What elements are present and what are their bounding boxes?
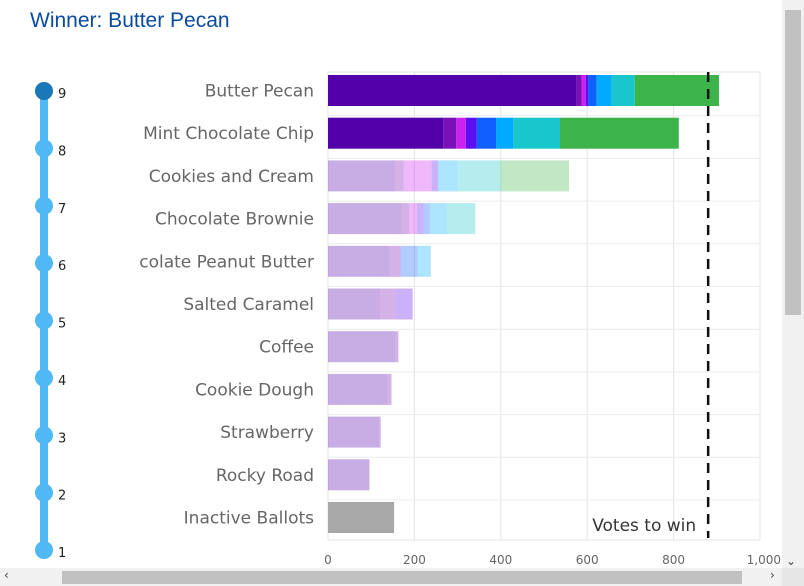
bar-segment [456,117,466,149]
bar-segment [328,117,444,149]
slider-step-label: 5 [58,317,66,332]
category-label: Strawberry [220,423,314,443]
scroll-down-arrow-icon[interactable]: ⌄ [786,554,797,568]
category-label: Inactive Ballots [184,509,314,529]
bars [328,75,719,533]
bar-segment [394,331,399,363]
category-label: Mint Chocolate Chip [143,124,314,144]
bar-segment [328,75,577,106]
bar-segment [328,502,395,533]
category-label: Chocolate Brownie [155,210,314,230]
category-label: Rocky Road [216,466,314,486]
bar-segment [611,75,635,106]
bar-segment [457,160,501,192]
bar-segment [588,75,597,106]
slider-step-label: 3 [58,431,66,446]
x-tick-label: 200 [403,553,426,567]
category-label: colate Peanut Butter [139,252,314,272]
slider-step-label: 9 [58,87,66,102]
bar-segment [416,203,424,235]
bar-segment [378,416,381,448]
scrollbar-corner [782,568,804,586]
bar-segment [395,288,413,320]
round-slider[interactable]: 1 2 3 4 5 6 7 8 9 [35,82,66,561]
slider-step-knob[interactable] [35,311,53,330]
slider-step-label: 2 [58,489,66,504]
bar-segment [500,160,570,192]
bar-segment [328,459,370,491]
x-tick-label: 1,000 [747,553,781,567]
bar-segment [634,75,719,106]
bar-segment [496,117,514,149]
bar-segment [403,160,432,192]
horizontal-scrollbar-thumb[interactable] [62,571,742,584]
bar-segment [476,117,497,149]
x-tick-label: 0 [324,553,332,567]
bar-segment [328,373,388,405]
x-tick-label: 600 [576,553,599,567]
chart-title: Winner: Butter Pecan [30,9,230,32]
category-label: Cookies and Cream [149,167,314,187]
slider-step-label: 4 [58,374,66,389]
bar-segment [400,245,418,277]
slider-step-label: 8 [58,144,66,159]
bar-segment [438,160,458,192]
bar-segment [394,160,404,192]
bar-segment [401,203,410,235]
category-label: Coffee [259,338,314,358]
slider-step-knob[interactable] [35,483,53,502]
bar-segment [328,245,390,277]
bar-segment [465,117,477,149]
vertical-scrollbar-thumb[interactable] [785,10,801,315]
category-labels: Butter Pecan Mint Chocolate Chip Cookies a… [139,82,314,529]
votes-to-win-threshold: Votes to win [592,72,710,538]
x-tick-label: 400 [489,553,512,567]
category-label: Cookie Dough [195,380,314,400]
bar-segment [328,331,395,363]
x-axis: 0 200 400 600 800 1,000 [324,553,781,567]
bar-segment [328,160,395,192]
slider-step-knob[interactable] [35,82,53,100]
bar-segment [431,160,439,192]
slider-step-knob[interactable] [35,541,53,559]
bar-segment [576,75,582,106]
slider-step-knob[interactable] [35,139,53,158]
bar-segment [423,203,430,235]
bar-segment [389,245,401,277]
scroll-right-arrow-icon[interactable]: › [770,568,775,582]
slider-step-knob[interactable] [35,254,53,273]
bar-segment [328,203,402,235]
gridlines [327,71,761,541]
bar-segment [417,245,431,277]
bar-segment [328,288,381,320]
slider-step-label: 6 [58,259,66,274]
bar-segment [559,117,679,149]
bar-segment [409,203,417,235]
category-label: Salted Caramel [183,295,314,315]
threshold-label: Votes to win [592,516,696,536]
bar-segment [581,75,586,106]
bar-segment [447,203,476,235]
scroll-left-arrow-icon[interactable]: ‹ [4,568,9,582]
bar-segment [429,203,448,235]
bar-segment [380,288,396,320]
bar-segment [585,75,589,106]
rcv-bar-chart: 1 2 3 4 5 6 7 8 9 Butter Pecan Mint Chocolate Chi… [35,71,781,567]
bar-segment [443,117,457,149]
bar-segment [328,416,379,448]
bar-segment [596,75,612,106]
bar-segment [513,117,560,149]
slider-step-knob[interactable] [35,426,53,445]
slider-step-label: 7 [58,202,66,217]
slider-step-label: 1 [58,546,66,561]
x-tick-label: 800 [662,553,685,567]
category-label: Butter Pecan [205,82,314,102]
slider-step-knob[interactable] [35,196,53,215]
bar-segment [387,373,392,405]
slider-step-knob[interactable] [35,368,53,387]
